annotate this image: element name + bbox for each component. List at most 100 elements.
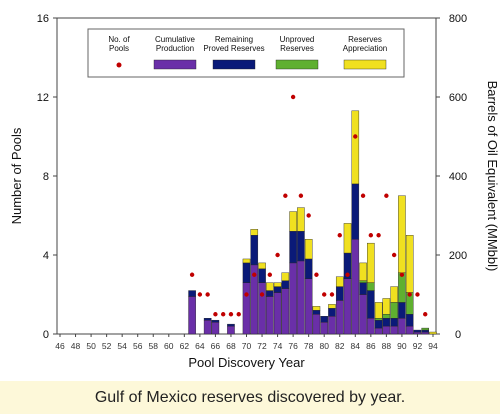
bar-remaining: [289, 231, 297, 264]
bar-unproved: [367, 282, 375, 291]
x-tick-label: 48: [71, 341, 81, 351]
pool-count-marker: [415, 292, 420, 297]
bar-remaining: [421, 329, 430, 333]
y-right-tick-label: 0: [455, 329, 461, 341]
pool-count-marker: [376, 233, 381, 238]
bar-remaining: [390, 318, 398, 327]
pool-count-marker: [236, 312, 241, 317]
pool-count-marker: [329, 292, 335, 297]
bar-appreciation: [258, 262, 266, 270]
caption-box: Gulf of Mexico reserves discovered by ye…: [0, 381, 500, 414]
bar-appreciation: [335, 276, 344, 287]
bar-cumulative: [266, 296, 274, 335]
x-tick-label: 82: [335, 341, 345, 351]
pool-count-marker: [213, 312, 218, 317]
x-tick-label: 72: [257, 341, 267, 351]
pool-count-marker: [384, 193, 389, 198]
x-axis-label: Pool Discovery Year: [188, 355, 305, 370]
bar-remaining: [367, 290, 375, 319]
pool-count-marker: [252, 272, 257, 277]
bar-cumulative: [242, 282, 251, 335]
bar-remaining: [273, 286, 282, 293]
bar-unproved: [374, 318, 383, 321]
legend-label-cumulative: Cumulative: [155, 35, 196, 44]
bar-appreciation: [250, 229, 259, 236]
x-tick-label: 86: [366, 341, 376, 351]
bar-cumulative: [320, 321, 328, 335]
x-tick-label: 62: [180, 341, 190, 351]
bar-appreciation: [297, 207, 305, 232]
y-right-axis-label: Barrels of Oil Equivalent (MMbbl): [485, 81, 500, 272]
bar-cumulative: [413, 331, 422, 335]
x-tick-label: 60: [164, 341, 174, 351]
pool-count-marker: [353, 134, 358, 139]
y-right-tick-label: 400: [449, 171, 467, 183]
bar-appreciation: [374, 302, 383, 319]
y-right-tick-label: 600: [449, 92, 467, 104]
y-right-tick-label: 200: [449, 250, 467, 262]
pool-count-marker: [391, 252, 397, 258]
x-tick-label: 88: [382, 341, 392, 351]
bar-remaining: [258, 268, 266, 283]
bar-cumulative: [343, 278, 352, 335]
x-tick-label: 76: [288, 341, 298, 351]
x-tick-label: 90: [397, 341, 407, 351]
bar-appreciation: [405, 235, 414, 293]
pool-count-marker: [399, 272, 405, 277]
legend-label-cumulative-line2: Production: [156, 44, 194, 53]
bar-remaining: [351, 183, 360, 240]
bar-unproved: [390, 302, 398, 319]
bar-cumulative: [374, 327, 383, 335]
bar-unproved: [359, 280, 367, 283]
bar-cumulative: [390, 325, 398, 335]
pool-count-marker: [220, 312, 226, 317]
bar-remaining: [413, 329, 422, 333]
x-tick-label: 84: [351, 341, 361, 351]
bar-remaining: [359, 282, 367, 295]
bar-remaining: [211, 319, 220, 323]
figure-caption: Gulf of Mexico reserves discovered by ye…: [94, 388, 406, 406]
legend-swatch-unproved: [275, 59, 319, 70]
bar-appreciation: [359, 262, 367, 281]
bar-cumulative: [405, 325, 414, 335]
bar-appreciation: [343, 223, 352, 254]
bar-unproved: [398, 272, 406, 303]
bar-cumulative: [351, 238, 360, 335]
chart-area: 0 4 8 12 16 0 200 400 600 800 46 48 50 52 54 56 58 60 62 64…: [9, 13, 500, 370]
pool-count-marker: [368, 233, 374, 238]
pool-count-marker: [283, 193, 288, 198]
bar-remaining: [250, 235, 259, 266]
pool-count-marker: [228, 312, 234, 317]
x-tick-label: 56: [133, 341, 143, 351]
x-tick-label: 94: [428, 341, 438, 351]
bar-appreciation: [281, 272, 290, 281]
bar-cumulative: [367, 318, 375, 335]
y-left-tick-label: 12: [37, 92, 49, 104]
bar-cumulative: [421, 331, 430, 335]
x-tick-label: 70: [242, 341, 252, 351]
x-tick-label: 80: [319, 341, 329, 351]
bar-appreciation: [304, 238, 313, 260]
legend-label-appreciation: Reserves: [348, 35, 382, 44]
bar-remaining: [297, 231, 305, 262]
bar-appreciation: [390, 286, 398, 303]
bar-appreciation: [266, 282, 274, 291]
x-tick-label: 92: [413, 341, 423, 351]
x-tick-label: 46: [55, 341, 65, 351]
legend-swatch-appreciation: [343, 59, 387, 70]
pool-count-marker: [337, 233, 342, 238]
y-left-tick-label: 16: [37, 13, 49, 25]
bar-unproved: [421, 327, 430, 331]
legend-label-pools-line2: Pools: [109, 44, 129, 53]
x-tick-label: 74: [273, 341, 283, 351]
bar-remaining: [320, 316, 328, 323]
x-tick-label: 78: [304, 341, 314, 351]
pool-count-marker: [244, 292, 249, 297]
y-right-tick-label: 800: [449, 13, 467, 25]
pool-count-marker: [205, 292, 210, 297]
legend-swatch-pools: [116, 62, 122, 68]
legend-label-unproved-line2: Reserves: [280, 44, 314, 53]
bar-cumulative: [211, 321, 220, 335]
pool-count-marker: [197, 292, 203, 297]
bar-appreciation: [429, 331, 437, 335]
